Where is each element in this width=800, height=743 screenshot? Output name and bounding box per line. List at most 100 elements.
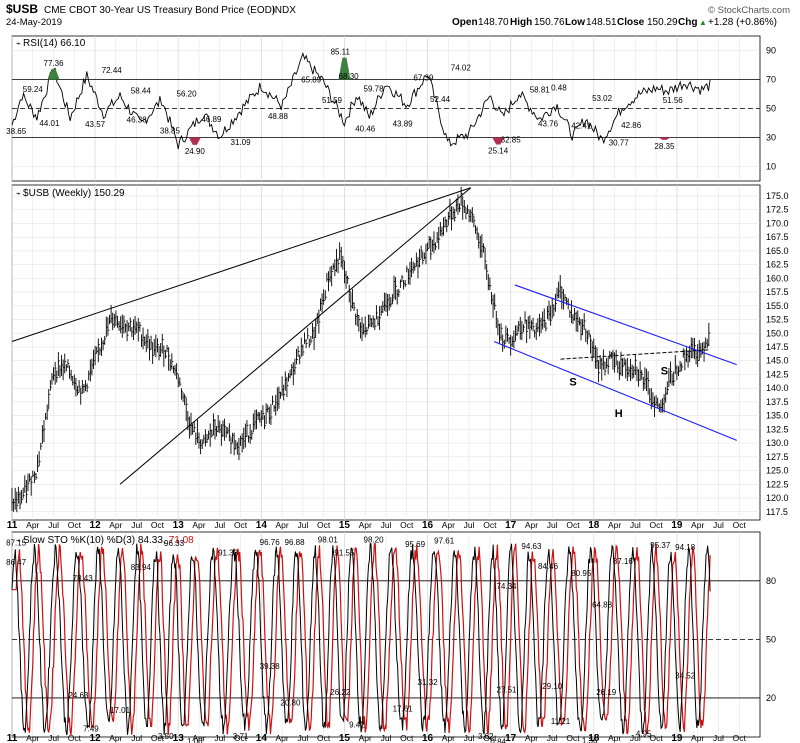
x-tick-label: 16 bbox=[422, 733, 434, 743]
rsi-fill bbox=[188, 137, 201, 145]
x-tick-label: Apr bbox=[525, 733, 538, 743]
y-tick-label: 90 bbox=[766, 46, 776, 56]
y-tick-label: 147.5 bbox=[766, 342, 789, 352]
close-label: Close bbox=[617, 17, 645, 28]
data-label: 87.16 bbox=[613, 557, 634, 566]
data-label: 74.02 bbox=[451, 64, 472, 73]
data-label: 96.76 bbox=[260, 538, 281, 547]
data-label: 51.56 bbox=[663, 96, 684, 105]
data-label: 31.32 bbox=[418, 678, 439, 687]
data-label: 32.85 bbox=[501, 135, 522, 144]
x-tick-label: Oct bbox=[234, 520, 248, 530]
chart-date: 24-May-2019 bbox=[6, 17, 62, 28]
x-tick-label: Jul bbox=[48, 733, 59, 743]
data-label: 30.77 bbox=[609, 138, 630, 147]
data-label: 67.39 bbox=[413, 73, 434, 82]
data-label: 39.38 bbox=[260, 662, 281, 671]
trend-line bbox=[11, 187, 471, 342]
data-label: 3.50 bbox=[158, 732, 174, 741]
data-label: 98.20 bbox=[364, 535, 385, 544]
data-label: 31.09 bbox=[231, 138, 252, 147]
x-tick-label: Jul bbox=[713, 733, 724, 743]
y-tick-label: 172.5 bbox=[766, 205, 789, 215]
y-tick-label: 117.5 bbox=[766, 507, 788, 517]
data-label: 3.71 bbox=[233, 732, 249, 741]
x-tick-label: Jul bbox=[547, 520, 558, 530]
data-label: 65.89 bbox=[301, 75, 322, 84]
y-tick-label: 122.5 bbox=[766, 479, 789, 489]
x-tick-label: Oct bbox=[483, 733, 497, 743]
y-tick-label: 130.0 bbox=[766, 438, 789, 448]
x-tick-label: Jul bbox=[630, 733, 641, 743]
x-tick-label: 15 bbox=[339, 733, 351, 743]
x-tick-label: Apr bbox=[525, 520, 538, 530]
sto-k-line bbox=[11, 543, 711, 736]
x-tick-label: Apr bbox=[608, 520, 621, 530]
x-tick-label: 11 bbox=[7, 733, 18, 743]
y-tick-label: 120.0 bbox=[766, 493, 789, 503]
x-tick-label: 18 bbox=[588, 520, 600, 531]
data-label: 78.43 bbox=[73, 574, 94, 583]
y-tick-label: 145.0 bbox=[766, 356, 789, 366]
pattern-label: S bbox=[661, 365, 668, 377]
x-tick-label: Oct bbox=[483, 520, 497, 530]
pattern-label: H bbox=[615, 408, 623, 420]
data-label: 25.14 bbox=[488, 147, 509, 156]
data-label: 11.21 bbox=[551, 717, 571, 726]
data-label: 80.95 bbox=[571, 569, 592, 578]
x-tick-label: Oct bbox=[649, 733, 663, 743]
data-label: 24.63 bbox=[68, 691, 89, 700]
y-axes: 10 30 50 70 90 117.5 120.0 122.5 125.0 127.5 130.0… bbox=[766, 46, 789, 703]
data-label: 94.18 bbox=[675, 543, 696, 552]
data-label: 26.19 bbox=[596, 688, 617, 697]
data-label: 29.10 bbox=[542, 682, 563, 691]
low-value: 148.51 bbox=[586, 17, 617, 28]
y-tick-label: 80 bbox=[766, 576, 776, 586]
sto-d-line bbox=[12, 543, 711, 736]
data-label: 44.01 bbox=[39, 119, 60, 128]
data-label: 38.65 bbox=[6, 127, 27, 136]
data-label: 4.95 bbox=[636, 729, 652, 738]
data-label: 0.84 bbox=[490, 737, 506, 743]
x-tick-label: Jul bbox=[381, 733, 392, 743]
data-label: 7.49 bbox=[83, 724, 99, 733]
data-label: 34.52 bbox=[675, 672, 696, 681]
x-tick-label: Apr bbox=[275, 520, 288, 530]
ohlc-readout: Open 148.70 High 150.76 Low 148.51 Close… bbox=[452, 17, 777, 28]
high-value: 150.76 bbox=[534, 17, 565, 28]
y-tick-label: 127.5 bbox=[766, 452, 789, 462]
y-tick-label: 150.0 bbox=[766, 328, 789, 338]
data-label: 3.62 bbox=[478, 732, 494, 741]
y-tick-label: 135.0 bbox=[766, 411, 789, 421]
data-label: 94.63 bbox=[521, 542, 542, 551]
data-label: 95.37 bbox=[650, 541, 671, 550]
data-label: 26.22 bbox=[330, 688, 351, 697]
x-tick-label: Jul bbox=[214, 520, 225, 530]
data-label: 1.36 bbox=[582, 736, 598, 743]
y-tick-label: 167.5 bbox=[766, 232, 789, 242]
data-label: 97.61 bbox=[434, 536, 455, 545]
x-tick-label: Apr bbox=[192, 733, 205, 743]
rsi-fill bbox=[658, 137, 671, 140]
data-label: 72.44 bbox=[102, 66, 123, 75]
rsi-title: ⌁ RSI(14) 66.10 bbox=[16, 38, 86, 49]
data-label: 40.46 bbox=[355, 124, 376, 133]
y-tick-label: 140.0 bbox=[766, 383, 789, 393]
x-tick-label: 12 bbox=[90, 733, 102, 743]
pattern-label: S bbox=[569, 376, 576, 388]
data-label: 42.86 bbox=[621, 121, 642, 130]
y-tick-label: 165.0 bbox=[766, 246, 789, 256]
x-tick-label: Oct bbox=[400, 520, 414, 530]
x-tick-label: Oct bbox=[566, 520, 580, 530]
x-tick-label: Oct bbox=[68, 520, 82, 530]
y-tick-label: 157.5 bbox=[766, 287, 789, 297]
x-tick-label: 14 bbox=[256, 733, 268, 743]
price-series: S H S bbox=[11, 186, 737, 513]
x-tick-label: Jul bbox=[630, 520, 641, 530]
rsi-series bbox=[11, 51, 711, 150]
x-tick-label: Apr bbox=[691, 520, 704, 530]
y-tick-label: 50 bbox=[766, 634, 776, 644]
channel-line bbox=[514, 284, 737, 366]
y-tick-label: 142.5 bbox=[766, 369, 789, 379]
x-tick-label: Jul bbox=[547, 733, 558, 743]
